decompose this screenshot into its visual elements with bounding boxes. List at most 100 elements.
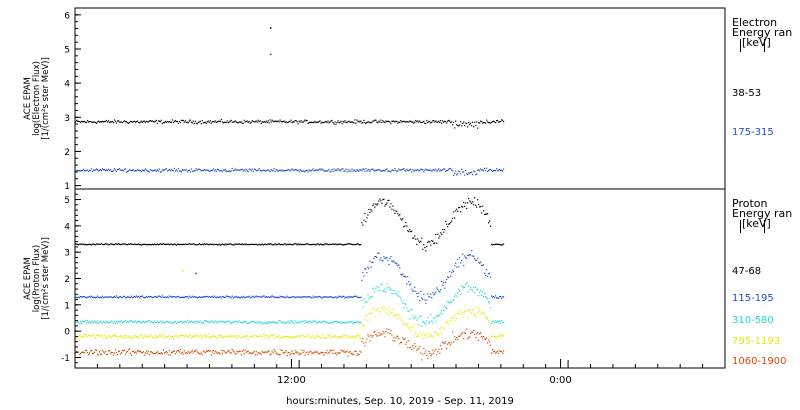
data-point [115, 351, 118, 354]
data-point [337, 336, 339, 338]
data-point [218, 321, 220, 323]
data-point [166, 170, 168, 172]
data-point [439, 121, 441, 124]
data-point [177, 350, 179, 352]
data-point [468, 285, 470, 287]
data-point [433, 336, 435, 338]
data-point [203, 243, 205, 245]
data-point [353, 169, 355, 171]
data-point [402, 323, 404, 325]
data-point [458, 288, 460, 290]
data-point [216, 337, 218, 339]
data-point [209, 120, 211, 122]
data-point [145, 243, 147, 246]
data-point [134, 243, 137, 245]
data-point [440, 169, 442, 171]
data-point [188, 120, 190, 122]
data-point [110, 351, 113, 354]
data-point [336, 297, 338, 299]
data-point [427, 122, 429, 124]
data-point [252, 295, 254, 297]
data-point [165, 243, 167, 245]
data-point [202, 170, 204, 172]
data-point [469, 254, 471, 256]
data-point [284, 121, 286, 124]
data-point [444, 305, 446, 307]
data-point [298, 322, 300, 324]
data-point [391, 334, 393, 336]
data-point [140, 334, 142, 336]
data-point [182, 321, 184, 323]
data-point [202, 322, 204, 324]
data-point [429, 121, 431, 123]
data-point [295, 296, 297, 298]
data-point [147, 350, 149, 352]
data-point [238, 320, 240, 322]
data-point [233, 321, 235, 323]
data-point [309, 244, 311, 246]
data-point [321, 168, 323, 170]
data-point [346, 243, 348, 245]
data-point [495, 320, 497, 322]
y-axis-label-line: ACE EPAM [23, 257, 33, 300]
data-point [257, 336, 259, 338]
data-point [329, 296, 331, 298]
data-point [413, 290, 415, 292]
data-point [86, 121, 88, 123]
data-point [284, 296, 286, 298]
data-point [494, 169, 496, 172]
data-point [280, 121, 282, 123]
data-point [214, 243, 216, 246]
data-point [462, 206, 464, 208]
data-point [414, 333, 416, 335]
data-point [356, 243, 358, 245]
data-point [272, 334, 274, 336]
data-point [461, 333, 463, 335]
data-point [412, 169, 414, 171]
data-point [143, 120, 145, 122]
data-point [486, 269, 488, 271]
data-point [108, 244, 111, 246]
data-point [471, 202, 473, 204]
data-point [472, 121, 474, 123]
data-point [449, 303, 451, 305]
data-point [78, 321, 80, 323]
data-point [259, 334, 261, 336]
data-point [319, 320, 321, 322]
data-point [299, 243, 301, 245]
data-point [332, 297, 334, 299]
data-point [137, 169, 140, 171]
data-point [369, 296, 371, 298]
data-point [107, 322, 110, 324]
data-point [291, 296, 293, 298]
data-point [426, 119, 428, 122]
data-point [193, 350, 195, 352]
data-point [235, 121, 237, 123]
data-point [245, 296, 247, 298]
data-point [480, 289, 482, 291]
data-point [129, 169, 132, 171]
data-point [121, 350, 124, 352]
data-point [99, 121, 102, 123]
data-point [380, 170, 382, 172]
data-point [451, 301, 453, 303]
y-tick-label: 2 [64, 275, 70, 285]
data-point [392, 205, 394, 207]
data-point [294, 168, 296, 171]
data-point [202, 336, 204, 338]
data-point [287, 336, 289, 338]
data-point [201, 169, 203, 171]
data-point [403, 168, 405, 170]
data-point [191, 295, 193, 297]
data-point [461, 285, 463, 287]
data-point [443, 231, 445, 233]
data-point [158, 168, 160, 170]
data-point [332, 336, 334, 338]
data-point [116, 243, 119, 246]
data-point [194, 170, 196, 172]
data-point [295, 352, 297, 354]
data-point [144, 168, 146, 170]
data-point [237, 169, 239, 171]
data-point [155, 351, 157, 354]
data-point [156, 169, 158, 171]
